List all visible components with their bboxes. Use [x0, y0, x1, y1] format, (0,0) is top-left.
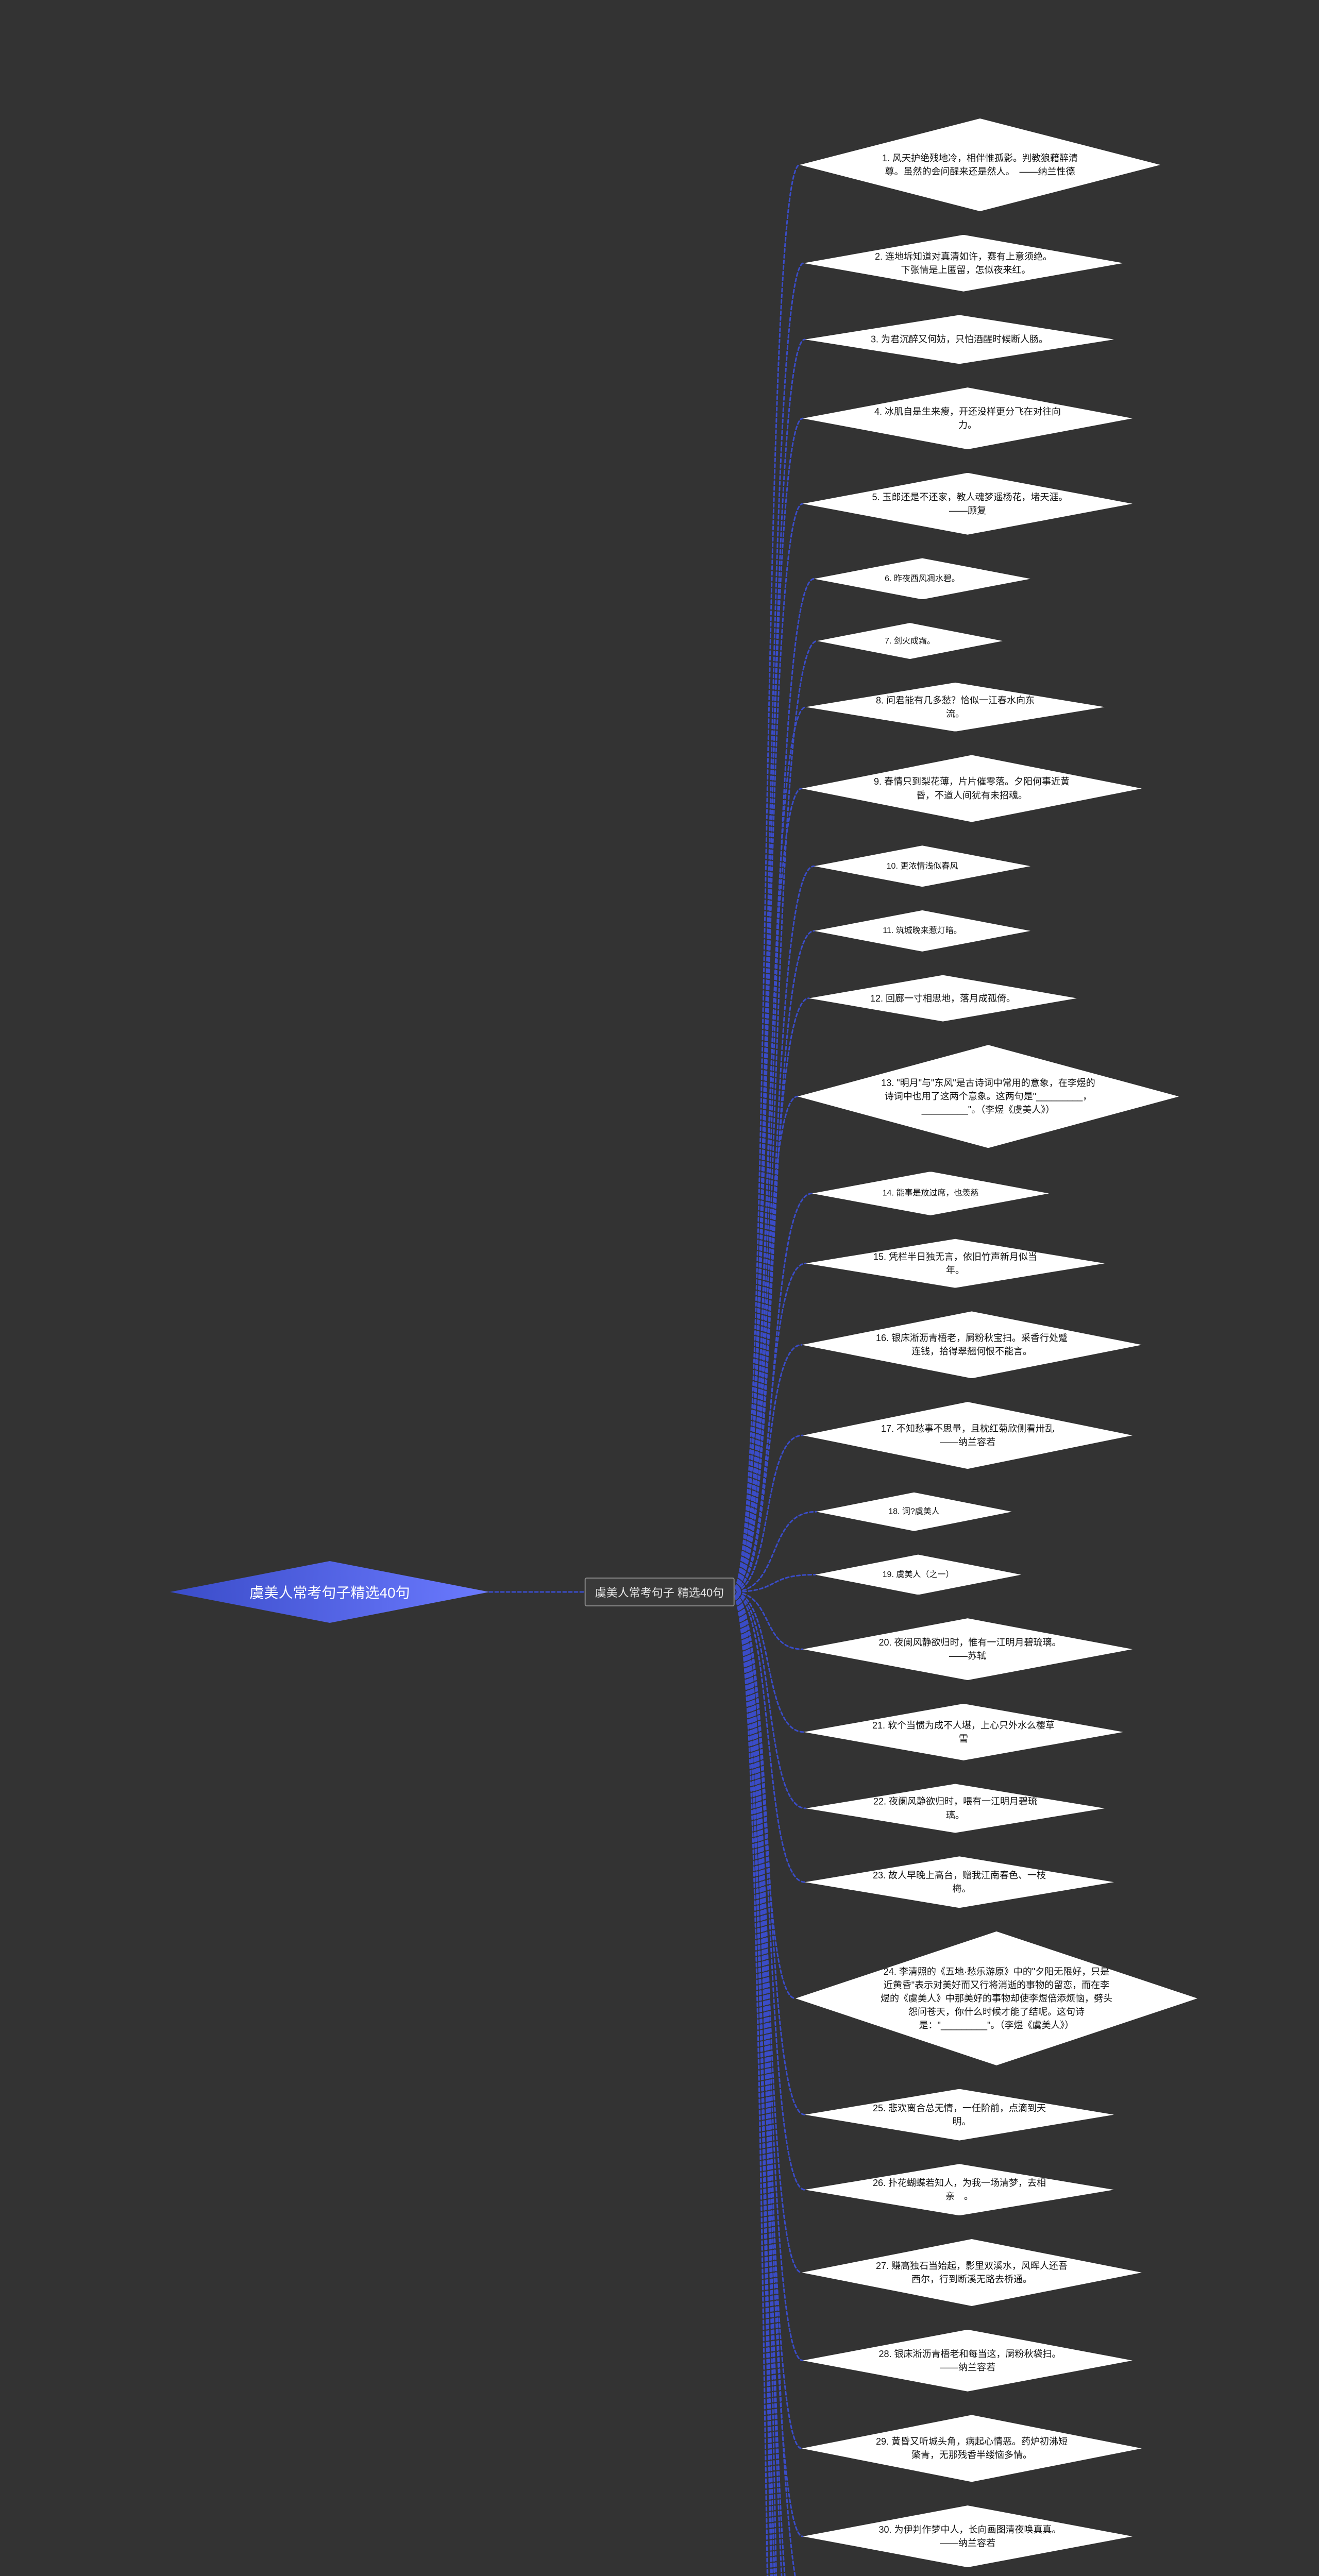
leaf-node[interactable]: 16. 银床淅沥青梧老，屙粉秋宝扫。采香行处蹙连钱，拾得翠翘何恨不能言。 — [802, 1311, 1142, 1378]
leaf-label: 4. 冰肌自是生来瘦，开还没样更分飞在对往向力。 — [869, 403, 1067, 434]
root-shape: 虞美人常考句子精选40句 — [170, 1561, 489, 1623]
leaf-node[interactable]: 27. 赚高独石当始起，影里双溪水，风晖人还吾西尔，行到断溪无路去桥通。 — [802, 2239, 1142, 2306]
leaf-label: 30. 为伊判作梦中人，长向画图清夜唤真真。 ——纳兰容若 — [869, 2521, 1067, 2552]
leaf-node[interactable]: 28. 银床淅沥青梧老和每当这，屙粉秋袋扫。 ——纳兰容若 — [803, 2330, 1132, 2392]
leaf-node[interactable]: 21. 软个当惯为成不人堪，上心只外水么樱草雪 — [804, 1704, 1123, 1760]
leaf-label: 10. 更浓情浅似春风 — [884, 858, 961, 874]
mid-node[interactable]: 虞美人常考句子 精选40句 — [585, 1578, 735, 1606]
root-node[interactable]: 虞美人常考句子精选40句 — [170, 1561, 489, 1623]
leaf-node[interactable]: 23. 故人早晚上高台，赠我江南春色、一枝梅。 — [805, 1856, 1114, 1908]
leaf-label: 15. 凭栏半日独无言，依旧竹声新月似当年。 — [866, 1248, 1045, 1279]
leaf-label: 20. 夜阑风静欲归时，惟有一江明月碧琉璃。 ——苏轼 — [869, 1634, 1067, 1665]
leaf-label: 11. 筑城晚来惹灯暗。 — [880, 923, 965, 939]
leaf-node[interactable]: 12. 回廊一寸相思地，落月成孤倚。 — [809, 975, 1077, 1022]
mindmap-canvas: 虞美人常考句子精选40句 虞美人常考句子 精选40句 1. 风天护绝残地冷，相伴… — [0, 0, 1319, 2576]
leaf-label: 9. 春情只到梨花薄，片片催零落。夕阳何事近黄昏，不道人间犹有未招魂。 — [870, 773, 1074, 804]
leaf-node[interactable]: 24. 李清照的《五地·愁乐游原》中的"夕阳无限好，只是近黄昏"表示对美好而又行… — [796, 1931, 1197, 2065]
leaf-node[interactable]: 10. 更浓情浅似春风 — [814, 845, 1030, 887]
leaf-label: 18. 词?虞美人 — [885, 1504, 943, 1520]
leaf-node[interactable]: 17. 不知愁事不思量，且枕红菊欣侧看卅乱 ——纳兰容若 — [803, 1402, 1132, 1469]
mid-label: 虞美人常考句子 精选40句 — [595, 1586, 724, 1599]
leaf-node[interactable]: 4. 冰肌自是生来瘦，开还没样更分飞在对往向力。 — [803, 387, 1132, 449]
leaf-node[interactable]: 15. 凭栏半日独无言，依旧竹声新月似当年。 — [806, 1239, 1105, 1288]
leaf-node[interactable]: 3. 为君沉醉又何妨，只怕酒醒时候断人肠。 — [805, 315, 1114, 364]
leaf-label: 29. 黄昏又听城头角，病起心情恶。药炉初沸短檠青，无那残香半缕恼多情。 — [870, 2433, 1074, 2464]
leaf-label: 23. 故人早晚上高台，赠我江南春色、一枝梅。 — [867, 1867, 1052, 1897]
leaf-label: 22. 夜阑风静欲归时，喂有一江明月碧琉璃。 — [866, 1793, 1045, 1824]
leaf-label: 28. 银床淅沥青梧老和每当这，屙粉秋袋扫。 ——纳兰容若 — [869, 2345, 1067, 2376]
leaf-label: 17. 不知愁事不思量，且枕红菊欣侧看卅乱 ——纳兰容若 — [869, 1420, 1067, 1451]
leaf-node[interactable]: 5. 玉郎还是不还家，教人魂梦遥杨花，堵天涯。 ——顾复 — [803, 473, 1132, 535]
leaf-label: 19. 虞美人（之一） — [880, 1567, 957, 1583]
leaf-label: 24. 李清照的《五地·愁乐游原》中的"夕阳无限好，只是近黄昏"表示对美好而又行… — [876, 1963, 1117, 2034]
leaf-node[interactable]: 1. 风天护绝残地冷，相伴惟孤影。判教狼藉醉清尊。虽然的会问醒来还是然人。 ——… — [800, 118, 1160, 211]
leaf-node[interactable]: 30. 为伊判作梦中人，长向画图清夜唤真真。 ——纳兰容若 — [803, 2505, 1132, 2567]
leaf-label: 8. 问君能有几多愁？恰似一江春水向东流。 — [866, 691, 1045, 722]
leaf-node[interactable]: 2. 连地坼知道对真清如许，赛有上意须绝。下张情是上匿留，怎似夜来红。 — [804, 235, 1123, 292]
leaf-node[interactable]: 18. 词?虞美人 — [816, 1493, 1012, 1531]
leaf-label: 5. 玉郎还是不还家，教人魂梦遥杨花，堵天涯。 ——顾复 — [869, 488, 1067, 519]
leaf-label: 7. 剑火成霜。 — [882, 633, 938, 649]
root-label: 虞美人常考句子精选40句 — [249, 1582, 410, 1602]
leaf-label: 1. 风天护绝残地冷，相伴惟孤影。判教狼藉醉清尊。虽然的会问醒来还是然人。 ——… — [872, 149, 1088, 180]
leaf-node[interactable]: 14. 能事是放过席，也羡慈 — [812, 1172, 1049, 1215]
link-layer — [0, 0, 1319, 2576]
leaf-node[interactable]: 11. 筑城晚来惹灯暗。 — [814, 910, 1030, 952]
leaf-node[interactable]: 22. 夜阑风静欲归时，喂有一江明月碧琉璃。 — [806, 1784, 1105, 1833]
leaf-node[interactable]: 7. 剑火成霜。 — [817, 623, 1003, 659]
leaf-node[interactable]: 26. 扑花蝴蝶若知人，为我一场清梦，去相亲 。 — [805, 2164, 1114, 2215]
leaf-label: 27. 赚高独石当始起，影里双溪水，风晖人还吾西尔，行到断溪无路去桥通。 — [870, 2257, 1074, 2288]
leaf-node[interactable]: 20. 夜阑风静欲归时，惟有一江明月碧琉璃。 ——苏轼 — [803, 1618, 1132, 1680]
leaf-label: 26. 扑花蝴蝶若知人，为我一场清梦，去相亲 。 — [867, 2174, 1052, 2205]
leaf-label: 21. 软个当惯为成不人堪，上心只外水么樱草雪 — [868, 1717, 1059, 1748]
leaf-label: 3. 为君沉醉又何妨，只怕酒醒时候断人肠。 — [868, 331, 1051, 348]
leaf-node[interactable]: 9. 春情只到梨花薄，片片催零落。夕阳何事近黄昏，不道人间犹有未招魂。 — [802, 755, 1142, 822]
leaf-label: 2. 连地坼知道对真清如许，赛有上意须绝。下张情是上匿留，怎似夜来红。 — [868, 248, 1059, 279]
leaf-label: 14. 能事是放过席，也羡慈 — [880, 1185, 982, 1201]
leaf-label: 6. 昨夜西风凋水碧。 — [882, 571, 963, 587]
leaf-label: 13. "明月"与"东风"是古诗词中常用的意象，在李煜的诗词中也用了这两个意象。… — [874, 1074, 1103, 1118]
leaf-label: 12. 回廊一寸相思地，落月成孤倚。 — [867, 990, 1019, 1007]
leaf-node[interactable]: 29. 黄昏又听城头角，病起心情恶。药炉初沸短檠青，无那残香半缕恼多情。 — [802, 2415, 1142, 2482]
leaf-node[interactable]: 13. "明月"与"东风"是古诗词中常用的意象，在李煜的诗词中也用了这两个意象。… — [798, 1045, 1179, 1148]
leaf-node[interactable]: 25. 悲欢离合总无情，一任阶前，点滴到天明。 — [805, 2089, 1114, 2141]
leaf-node[interactable]: 8. 问君能有几多愁？恰似一江春水向东流。 — [806, 683, 1105, 732]
leaf-label: 16. 银床淅沥青梧老，屙粉秋宝扫。采香行处蹙连钱，拾得翠翘何恨不能言。 — [870, 1329, 1074, 1360]
leaf-label: 25. 悲欢离合总无情，一任阶前，点滴到天明。 — [867, 2099, 1052, 2130]
leaf-node[interactable]: 19. 虞美人（之一） — [815, 1554, 1021, 1595]
leaf-node[interactable]: 6. 昨夜西风凋水碧。 — [814, 558, 1030, 599]
